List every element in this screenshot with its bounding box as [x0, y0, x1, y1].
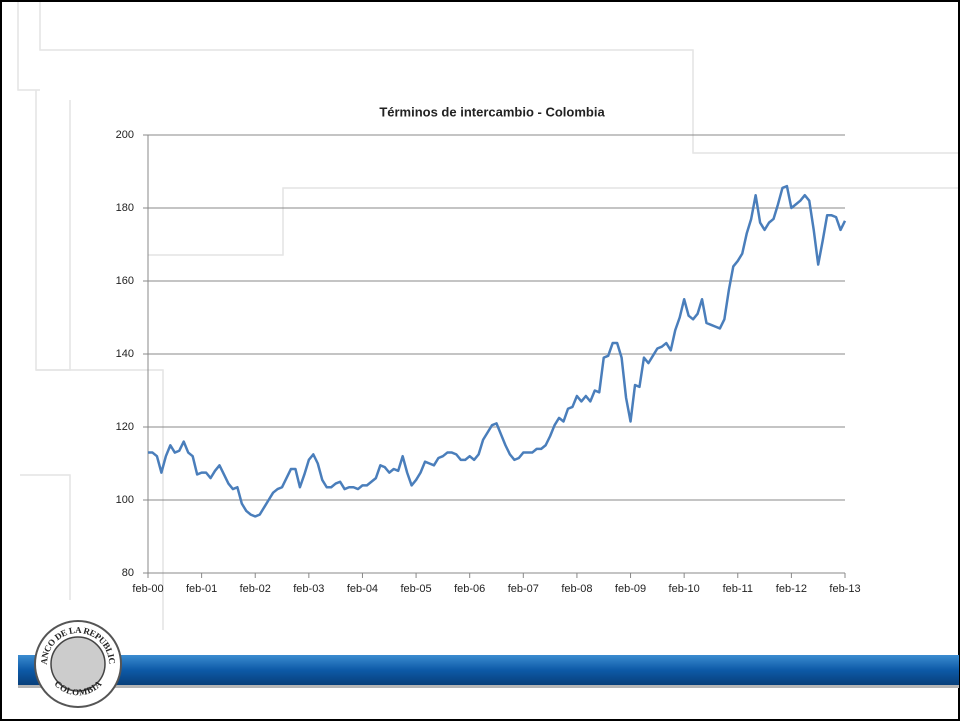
x-tick-label: feb-08	[561, 583, 592, 595]
y-tick-label: 200	[116, 129, 134, 141]
x-tick-label: feb-09	[615, 583, 646, 595]
footer-band	[18, 655, 959, 685]
y-tick-label: 180	[116, 202, 134, 214]
x-tick-label: feb-11	[723, 583, 753, 595]
chart-title: Términos de intercambio - Colombia	[379, 104, 605, 119]
y-tick-label: 80	[122, 567, 134, 579]
y-tick-label: 120	[116, 421, 134, 433]
x-tick-label: feb-06	[454, 583, 485, 595]
x-tick-label: feb-00	[132, 583, 163, 595]
data-line	[148, 184, 847, 518]
x-tick-label: feb-02	[240, 583, 271, 595]
x-tick-label: feb-04	[347, 583, 378, 595]
x-tick-label: feb-05	[400, 583, 431, 595]
decoration	[17, 2, 958, 630]
x-tick-label: feb-10	[669, 583, 700, 595]
y-tick-label: 100	[116, 494, 134, 506]
footer-shadow	[18, 685, 959, 688]
y-tick-label: 140	[116, 348, 134, 360]
x-tick-label: feb-01	[186, 583, 217, 595]
x-tick-label: feb-13	[829, 583, 860, 595]
logo-face	[50, 636, 106, 692]
y-tick-label: 160	[116, 275, 134, 287]
x-tick-label: feb-12	[776, 583, 807, 595]
chart: Términos de intercambio - Colombia 80 100…	[116, 104, 861, 594]
x-tick-label: feb-03	[293, 583, 324, 595]
x-tick-label: feb-07	[508, 583, 539, 595]
